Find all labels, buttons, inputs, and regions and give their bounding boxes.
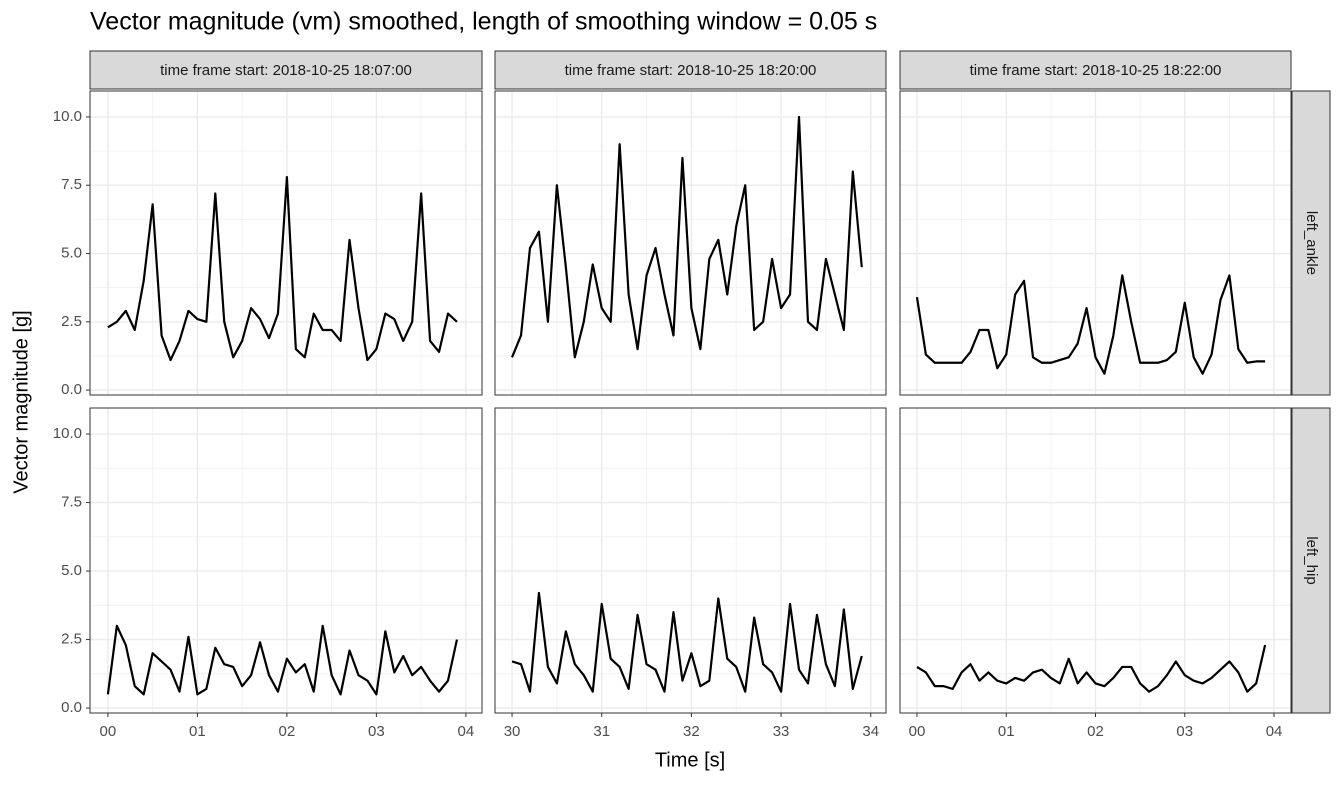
row-strip-label: left_hip [1303,536,1320,584]
column-strip [899,50,1292,90]
row-strip [1291,90,1331,396]
panel-border [89,407,483,714]
column-strip-label: time frame start: 2018-10-25 18:22:00 [970,62,1222,79]
x-tick-label: 02 [279,723,296,740]
y-tick-label: 10.0 [53,425,82,442]
panel-border [89,90,483,396]
panel-border [494,90,887,396]
y-tick-label: 0.0 [61,381,82,398]
panel-background [495,91,886,395]
panel-border [494,407,887,714]
x-tick-label: 34 [862,723,879,740]
data-line [107,175,458,362]
y-axis-title: Vector magnitude [g] [10,310,32,493]
y-tick-label: 10.0 [53,108,82,125]
column-strip [494,50,887,90]
x-tick-label: 02 [1087,723,1104,740]
panel-border [899,90,1292,396]
x-tick-label: 04 [1266,723,1283,740]
x-tick-label: 04 [458,723,475,740]
column-strip-label: time frame start: 2018-10-25 18:20:00 [565,62,817,79]
x-tick-label: 01 [998,723,1015,740]
x-tick-label: 03 [368,723,385,740]
y-tick-label: 7.5 [61,176,82,193]
x-tick-label: 30 [504,723,521,740]
chart-title: Vector magnitude (vm) smoothed, length o… [90,8,877,36]
x-tick-label: 33 [773,723,790,740]
data-line [511,591,863,693]
y-tick-label: 5.0 [61,244,82,261]
x-tick-label: 31 [593,723,610,740]
row-strip-label: left_ankle [1303,211,1320,275]
x-axis-title: Time [s] [655,749,725,771]
x-tick-label: 00 [100,723,117,740]
column-strip [89,50,483,90]
y-tick-label: 2.5 [61,313,82,330]
x-tick-label: 00 [909,723,926,740]
column-strip-label: time frame start: 2018-10-25 18:07:00 [160,62,412,79]
x-tick-label: 01 [189,723,206,740]
x-tick-label: 32 [683,723,700,740]
data-line [915,274,1266,375]
row-strip [1291,407,1331,714]
data-line [511,115,863,359]
y-tick-label: 5.0 [61,562,82,579]
y-tick-label: 7.5 [61,494,82,511]
data-line [916,644,1267,693]
data-line [106,624,459,696]
y-tick-label: 2.5 [61,631,82,648]
y-tick-label: 0.0 [61,699,82,716]
x-tick-label: 03 [1176,723,1193,740]
